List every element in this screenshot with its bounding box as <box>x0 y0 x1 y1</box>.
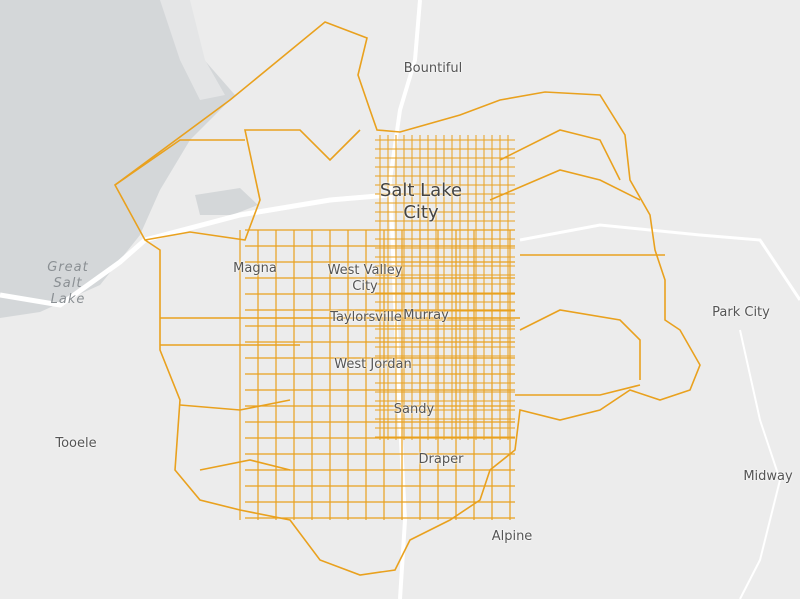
boundary-line <box>199 459 291 471</box>
boundary-line <box>499 129 621 181</box>
label-sandy: Sandy <box>393 402 435 417</box>
label-murray: Murray <box>403 308 449 323</box>
boundary-line <box>144 129 361 241</box>
label-tooele: Tooele <box>55 436 97 451</box>
interstate-15 <box>387 0 422 599</box>
pond <box>195 188 258 215</box>
boundary-line <box>114 139 245 186</box>
label-salt-lake-city: Salt Lake City <box>379 180 463 223</box>
label-draper: Draper <box>418 452 464 467</box>
label-great-salt-lake: Great Salt Lake <box>47 260 89 307</box>
county-boundary <box>113 21 701 576</box>
boundary-line <box>179 399 291 411</box>
label-alpine: Alpine <box>491 529 533 544</box>
great-salt-lake <box>0 0 235 318</box>
label-midway: Midway <box>743 469 793 484</box>
highway-midway <box>739 329 782 599</box>
label-magna: Magna <box>233 261 277 276</box>
boundary-line <box>489 169 641 201</box>
lake-island <box>160 0 225 100</box>
label-west-jordan: West Jordan <box>334 357 412 372</box>
label-west-valley-city: West Valley City <box>327 263 403 294</box>
boundary-line <box>515 384 641 396</box>
boundary-line <box>519 309 641 380</box>
highway-park-city <box>519 223 800 301</box>
label-taylorsville: Taylorsville <box>330 310 402 325</box>
label-park-city: Park City <box>712 305 770 320</box>
district-boundaries <box>113 21 701 576</box>
label-bountiful: Bountiful <box>403 61 463 76</box>
